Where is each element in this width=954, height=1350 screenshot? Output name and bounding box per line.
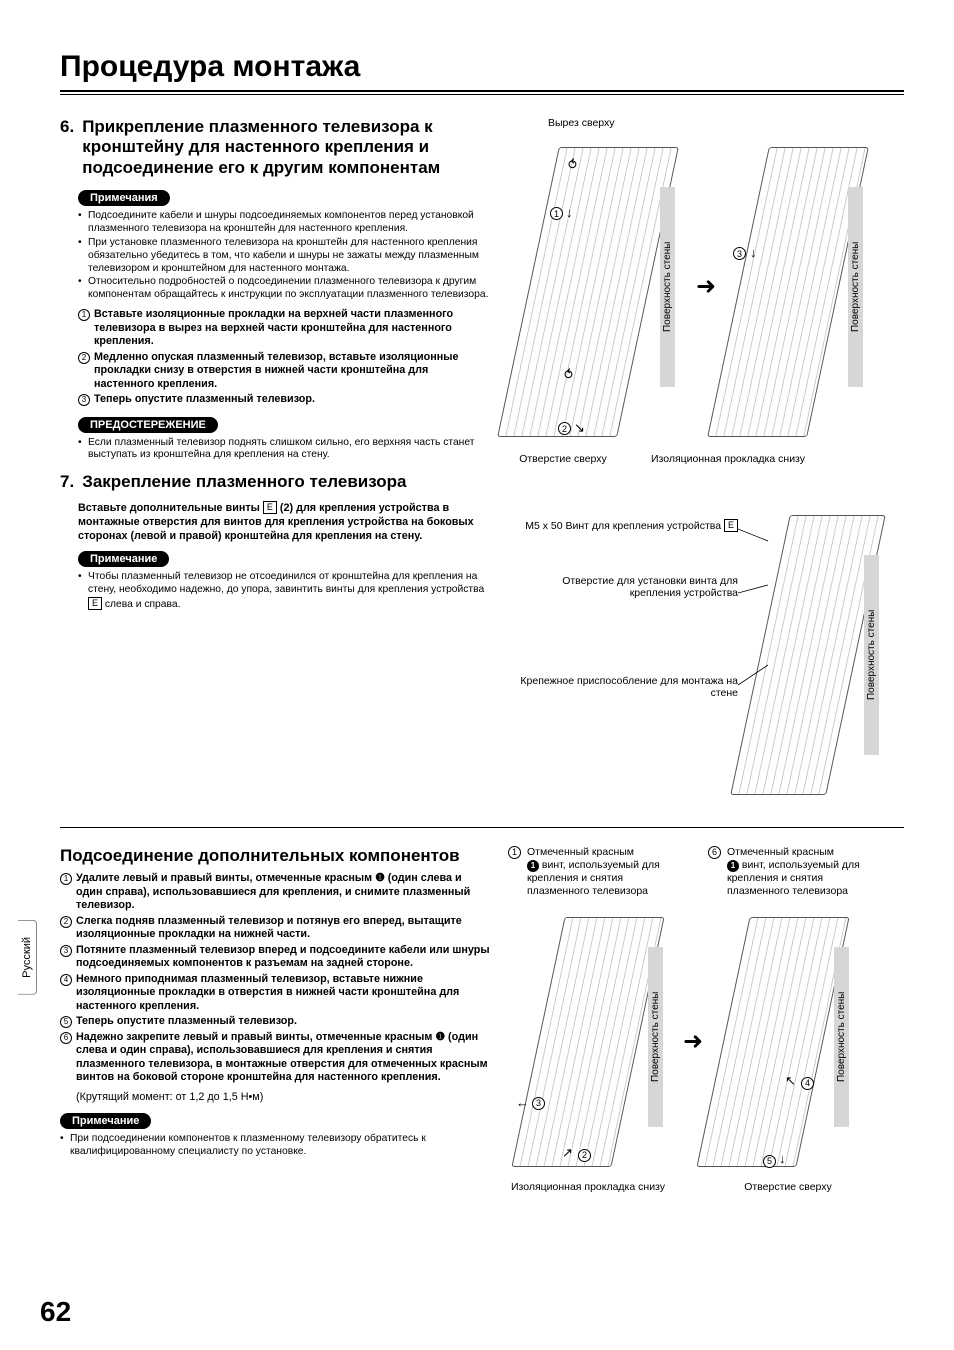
label-screw-hole: Отверстие для установки винта для крепле… [518,575,738,599]
step-text: Теперь опустите плазменный телевизор. [94,393,315,406]
step-number: 3 [78,394,90,406]
part-label-e: E [724,519,738,532]
hook-icon: ⥀ [564,367,573,383]
arrow-down-icon: ↓ [779,1151,786,1166]
step-text: Немного приподнимая плазменный телевизор… [76,973,490,1013]
wall-surface-label: Поверхность стены [848,187,863,387]
part-label-e: E [88,597,102,610]
callout-3: 3 [532,1097,545,1110]
step-text: Теперь опустите плазменный телевизор. [76,1015,297,1028]
step-list: 1 Удалите левый и правый винты, отмеченны… [60,872,490,1084]
callout-1: 1 [508,846,521,859]
arrow-icon: ↖ [785,1073,796,1089]
part-label-e: E [263,501,277,514]
note-item: При подсоединении компонентов к плазменн… [60,1133,490,1159]
label-fixture: Крепежное приспособление для монтажа на … [518,675,738,699]
step-number: 1 [60,873,72,885]
arrow-left-icon: ← [516,1095,529,1110]
step-text: Медленно опуская плазменный телевизор, в… [94,351,490,391]
text: Вставьте дополнительные винты [78,502,263,514]
callout-4: 4 [801,1077,814,1090]
step-text: Надежно закрепите левый и правый винты, … [76,1031,490,1085]
arrow-right-icon: ➜ [683,1027,703,1056]
step-text: Потяните плазменный телевизор вперед и п… [76,944,490,971]
arrow-right-icon: ➜ [696,272,716,301]
caution-pill: ПРЕДОСТЕРЕЖЕНИЕ [78,417,218,433]
torque-spec: (Крутящий момент: от 1,2 до 1,5 Н•м) [76,1091,490,1103]
arrow-icon: ↘ [574,420,585,436]
label-screw: M5 x 50 Винт для крепления устройства E [518,519,738,532]
section-number: 7. [60,472,74,492]
text: M5 x 50 Винт для крепления устройства [525,520,721,532]
text: Чтобы плазменный телевизор не отсоединил… [88,571,484,595]
black-bullet-1: 1 [527,860,539,872]
callout-3: 3 [733,247,746,260]
notes-pill: Примечания [78,190,170,206]
section-lead: Вставьте дополнительные винты E (2) для … [78,501,490,543]
callout-5: 5 [763,1155,776,1168]
text: слева и справа. [102,599,180,610]
rule [60,94,904,95]
diagram-mounting: Вырез сверху ⥀ 1 ↓ ⥀ 2 ↘ Поверхность сте… [508,117,904,497]
section-number: 6. [60,117,74,178]
diagram-annotations: 1 Отмеченный красным1 винт, используемый… [508,846,904,909]
note-pill: Примечание [78,551,169,567]
page-number: 62 [40,1296,71,1328]
diagram-reconnect: 3 ← 2 ↗ Поверхность стены ➜ 4 ↖ 5 ↓ Пове… [508,917,904,1207]
arrow-down-icon: ↓ [566,205,573,220]
label-iso-bottom: Изоляционная прокладка снизу [638,453,818,465]
arrow-down-icon: ↓ [750,245,757,260]
step-text: Удалите левый и правый винты, отмеченные… [76,872,490,912]
section-title: Подсоединение дополнительных компонентов [60,846,490,866]
wall-surface-label: Поверхность стены [660,187,675,387]
page-title: Процедура монтажа [60,50,904,84]
language-tab: Русский [18,920,37,995]
step-text: Слегка подняв плазменный телевизор и пот… [76,915,490,942]
step-number: 2 [78,352,90,364]
diagram-fixing: M5 x 50 Винт для крепления устройства E … [508,515,904,805]
wall-surface-label: Поверхность стены [834,947,849,1127]
caution-text: Если плазменный телевизор поднять слишко… [78,437,490,463]
note-item: При установке плазменного телевизора на … [78,237,490,276]
arrow-icon: ↗ [562,1145,573,1161]
rule [60,90,904,92]
wall-surface-label: Поверхность стены [648,947,663,1127]
caution-list: Если плазменный телевизор поднять слишко… [78,437,490,463]
notes-list: Чтобы плазменный телевизор не отсоединил… [78,571,490,612]
notes-list: Подсоедините кабели и шнуры подсоединяем… [78,210,490,302]
step-number: 2 [60,916,72,928]
label-top-cut: Вырез сверху [548,117,615,129]
text: Отмеченный красным1 винт, используемый д… [727,846,878,899]
step-number: 6 [60,1032,72,1044]
note-item: Относительно подробностей о подсоединени… [78,276,490,302]
label-hole-top: Отверстие сверху [498,453,628,465]
note-item: Подсоедините кабели и шнуры подсоединяем… [78,210,490,236]
section-divider [60,827,904,828]
leader-lines [738,515,778,715]
text: Отмеченный красным1 винт, используемый д… [527,846,678,899]
callout-6: 6 [708,846,721,859]
callout-2: 2 [558,422,571,435]
label-hole-top: Отверстие сверху [708,1181,868,1193]
black-bullet-1: 1 [727,860,739,872]
callout-2: 2 [578,1149,591,1162]
hook-icon: ⥀ [568,157,577,173]
note-pill: Примечание [60,1113,151,1129]
step-number: 4 [60,974,72,986]
section-title: Прикрепление плазменного телевизора к кр… [82,117,490,178]
notes-list: При подсоединении компонентов к плазменн… [60,1133,490,1159]
step-text: Вставьте изоляционные прокладки на верхн… [94,308,490,348]
section-title: Закрепление плазменного телевизора [82,472,406,492]
section-heading: 7. Закрепление плазменного телевизора [60,472,490,492]
step-number: 3 [60,945,72,957]
note-item: Чтобы плазменный телевизор не отсоединил… [78,571,490,612]
step-list: 1 Вставьте изоляционные прокладки на верх… [78,308,490,406]
callout-1: 1 [550,207,563,220]
label-iso-bottom: Изоляционная прокладка снизу [488,1181,688,1193]
section-heading: 6. Прикрепление плазменного телевизора к… [60,117,490,178]
step-number: 1 [78,309,90,321]
step-number: 5 [60,1016,72,1028]
wall-surface-label: Поверхность стены [864,555,879,755]
